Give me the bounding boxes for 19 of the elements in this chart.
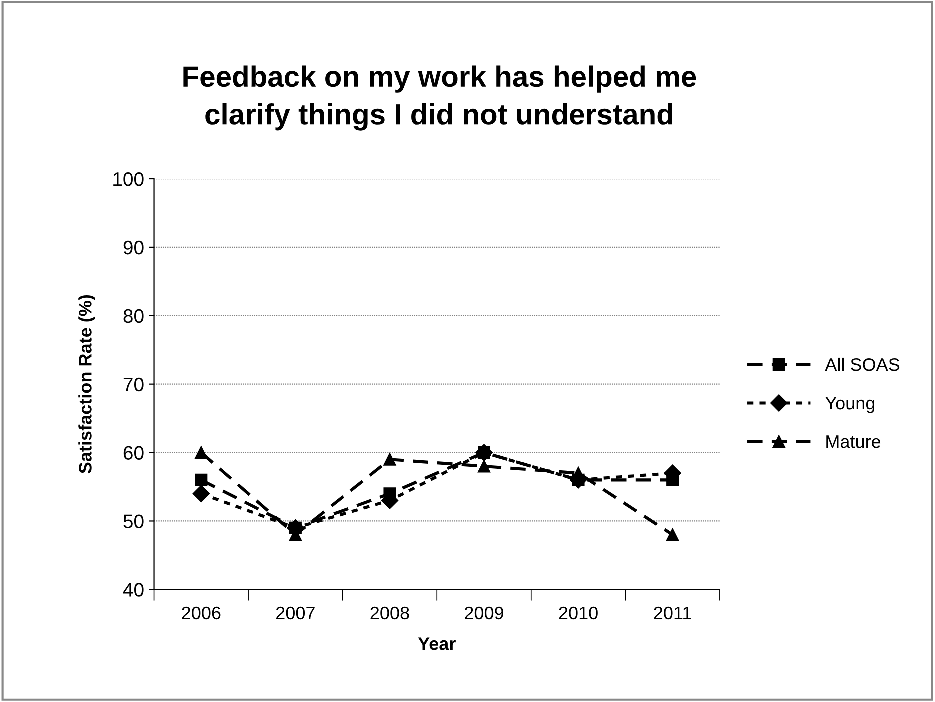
y-tick-label: 70 <box>124 378 144 392</box>
x-tick-label: 2010 <box>559 606 598 620</box>
x-tick-label: 2009 <box>465 606 504 620</box>
y-tick-label: 100 <box>114 172 144 186</box>
legend-label: Mature <box>826 436 881 448</box>
y-tick-label: 40 <box>123 583 144 597</box>
x-tick-label: 2006 <box>182 606 221 620</box>
x-tick-label: 2008 <box>370 606 410 620</box>
y-tick-label: 90 <box>124 240 144 255</box>
legend-label: All SOAS <box>825 358 900 372</box>
y-axis-title: Satisfaction Rate (%) <box>78 295 96 474</box>
legend-label: Young <box>826 397 875 414</box>
chart-title: Feedback on my work has helped me clarify things I did not understand <box>184 66 696 131</box>
y-tick-label: 50 <box>124 514 144 528</box>
x-tick-label: 2007 <box>276 606 315 620</box>
y-tick-label: 80 <box>124 309 144 324</box>
x-tick-label: 2011 <box>654 606 692 620</box>
x-axis-title: Year <box>418 638 456 650</box>
y-tick-label: 60 <box>124 446 144 460</box>
